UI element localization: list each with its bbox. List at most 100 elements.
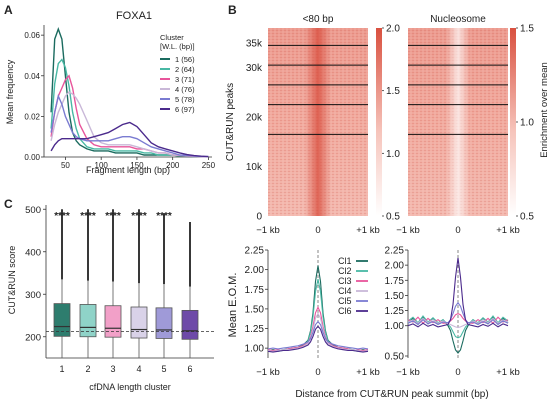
panel-a-series-line-5 (50, 93, 209, 158)
panel-label-a: A (4, 3, 13, 17)
profile-xtick-label: −1 kb (256, 367, 280, 378)
box-iqr (155, 307, 173, 339)
profile-series-line-Cl6 (267, 325, 369, 353)
panel-a-legend-entry: 3 (71) (175, 75, 195, 84)
profile-xtick-label: +1 kb (356, 367, 380, 378)
profile-ytick-label: 1.25 (385, 306, 405, 317)
heatmap-xtick-label: 0 (315, 225, 320, 236)
heatmap-ylabel: CUT&RUN peaks (225, 83, 236, 161)
panel-c-xtick-label: 6 (187, 364, 192, 374)
profile-legend-entry: Cl5 (338, 296, 352, 306)
profile-series-line-Cl3 (267, 305, 369, 352)
profile-series-line-Cl3 (407, 312, 509, 325)
profile-xtick-label: +1 kb (496, 367, 520, 378)
panel-a-legend-entry: 4 (76) (175, 85, 195, 94)
profile-series-line-Cl4 (267, 312, 369, 352)
heatmap-ytick-label: 0 (256, 212, 262, 223)
heatmap-xtick-label: +1 kb (356, 225, 380, 236)
colorbar-2 (510, 28, 516, 216)
panel-a-legend-entry: 1 (56) (175, 55, 195, 64)
heatmap-ytick-label: 10k (246, 162, 263, 173)
box-iqr (104, 305, 122, 338)
heatmap-xtick-label: 0 (455, 225, 460, 236)
panel-c-xtick-label: 3 (110, 364, 115, 374)
profile-legend-entry: Cl6 (338, 306, 352, 316)
box-outliers (163, 213, 165, 285)
box-outliers (87, 209, 89, 281)
panel-a-ytick-label: 0.04 (24, 72, 40, 81)
panel-a-legend-entry: 5 (78) (175, 95, 195, 104)
profile-ytick-label: 1.25 (245, 324, 265, 335)
panel-c-ytick-label: 400 (25, 247, 41, 258)
colorbar-label: Enrichment over mean (539, 62, 550, 158)
significance-stars: **** (131, 211, 147, 222)
panel-c-ytick-label: 200 (25, 332, 41, 343)
colorbar-tick-label: 0.5 (520, 212, 534, 223)
panel-a-series-line-4 (50, 91, 209, 158)
panel-a-ytick-label: 0.02 (24, 112, 40, 121)
profile-ytick-label: 1.75 (385, 276, 405, 287)
panel-a-title: FOXA1 (116, 10, 152, 22)
box-outliers (112, 209, 114, 282)
panel-c-ylabel: CUT&RUN score (7, 246, 17, 315)
colorbar-tick-label: 0.5 (386, 212, 400, 223)
profile-legend-entry: Cl1 (338, 256, 352, 266)
profile-ytick-label: 2.00 (245, 265, 265, 276)
colorbar-tick-label: 1.0 (520, 118, 534, 129)
panel-a-xtick-label: 100 (95, 161, 109, 170)
panel-a-xtick-label: 200 (166, 161, 180, 170)
heatmap-ytick-label: 30k (246, 63, 263, 74)
colorbar-tick-label: 2.0 (386, 24, 400, 35)
panel-a-series-line-6 (50, 121, 209, 158)
profile-ytick-label: 1.00 (385, 321, 405, 332)
profile-series-line-Cl6 (407, 257, 509, 328)
significance-stars: **** (54, 211, 70, 222)
box-outliers (61, 209, 63, 280)
profile-ytick-label: 2.00 (385, 261, 405, 272)
box-iqr (130, 306, 148, 339)
panel-c-xtick-label: 4 (136, 364, 141, 374)
profile-ytick-label: 1.00 (245, 344, 265, 355)
heatmap-ytick-label: 20k (246, 113, 263, 124)
heatmap-2-title: Nucleosome (430, 14, 486, 25)
panel-b-profiles: 1.00 1.25 1.50 1.75 2.00 2.25 −1 kb 0 +1 kb 0.50 1… (227, 246, 520, 401)
profile-xtick-label: 0 (315, 367, 320, 378)
profile-xtick-label: 0 (455, 367, 460, 378)
panel-a-ylabel: Mean frequency (5, 59, 15, 124)
profile-legend-entry: Cl2 (338, 266, 352, 276)
significance-stars: **** (156, 211, 172, 222)
box-iqr (53, 303, 71, 337)
panel-a-ytick-label: 0.06 (24, 31, 40, 40)
colorbar-tick-label: 1.0 (386, 149, 400, 160)
heatmap-ytick-label: 35k (246, 38, 263, 49)
panel-a-xtick-label: 50 (61, 161, 70, 170)
profile-xtick-label: −1 kb (396, 367, 420, 378)
heatmap-2-center-signal (446, 28, 470, 216)
box-outliers (189, 222, 191, 287)
profile-ytick-label: 1.50 (245, 304, 265, 315)
panel-a-xlabel: Fragment length (bp) (86, 165, 170, 175)
panel-c-ytick-label: 300 (25, 290, 41, 301)
box-iqr (79, 304, 97, 338)
panel-c-xtick-label: 1 (59, 364, 64, 374)
colorbar-1 (376, 28, 382, 216)
panel-a-line-chart: FOXA1 50 100 150 200 250 0.00 0.02 0.04 0.06 Clu… (5, 10, 216, 175)
colorbar-tick-label: 1.5 (520, 24, 534, 35)
panel-a-ytick-label: 0.00 (24, 153, 40, 162)
panel-c-ytick-label: 500 (25, 205, 41, 216)
significance-stars: **** (105, 211, 121, 222)
panel-label-c: C (4, 197, 13, 211)
heatmap-xtick-label: −1 kb (256, 225, 280, 236)
panel-a-legend-title-1: Cluster (160, 33, 184, 42)
profile-ytick-label: 1.50 (385, 291, 405, 302)
panel-a-legend-entry: 2 (64) (175, 65, 195, 74)
profile-legend-entry: Cl3 (338, 276, 352, 286)
profile-ylabel: Mean E.O.M. (227, 273, 239, 338)
panel-c-xtick-label: 2 (85, 364, 90, 374)
heatmap-xtick-label: +1 kb (496, 225, 520, 236)
panel-a-legend: 1 (56)2 (64)3 (71)4 (76)5 (78)6 (97) (160, 55, 195, 114)
panel-a-xtick-label: 150 (130, 161, 144, 170)
panel-label-b: B (228, 3, 237, 17)
